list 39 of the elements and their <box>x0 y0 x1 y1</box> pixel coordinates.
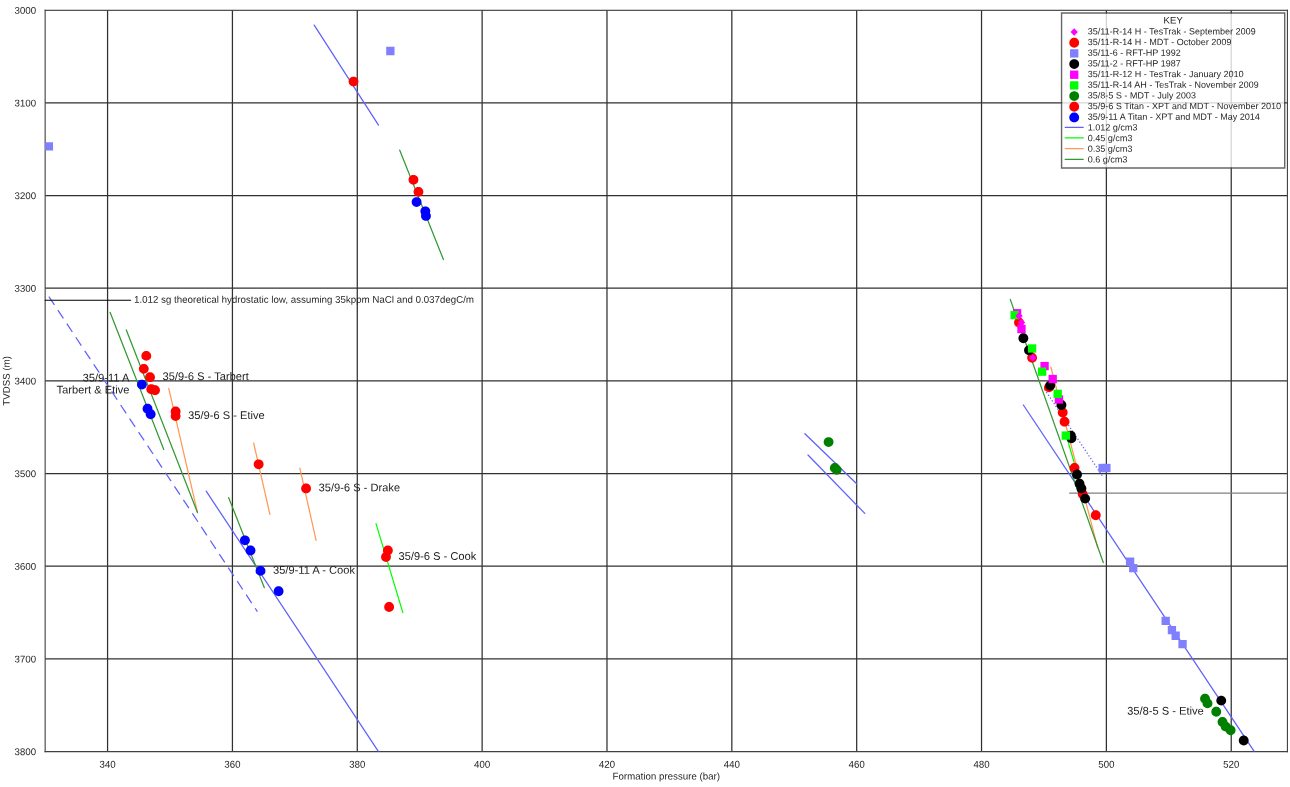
y-tick-label: 3800 <box>14 748 36 756</box>
legend-label: 35/8-5 S - MDT - July 2003 <box>1088 91 1196 101</box>
y-tick-label: 3400 <box>14 377 36 385</box>
legend-label: 35/9-6 S Titan - XPT and MDT - November 2010 <box>1088 102 1281 110</box>
legend-label: 35/9-11 A Titan - XPT and MDT - May 2014 <box>1088 113 1260 122</box>
y-tick-label: 3700 <box>14 655 36 663</box>
annotation: 35/9-6 S - Cook <box>398 551 477 560</box>
y-tick-label: 3200 <box>14 192 36 200</box>
x-tick-label: 460 <box>848 760 865 768</box>
x-tick-label: 500 <box>1098 760 1115 768</box>
x-tick-label: 380 <box>349 760 366 768</box>
legend-label: 0.35 g/cm3 <box>1088 145 1133 154</box>
legend-label: 0.45 g/cm3 <box>1088 134 1133 144</box>
annotation: 35/9-6 S - Etive <box>188 410 265 420</box>
annotation: 35/9-11 A - Cook <box>273 565 355 574</box>
y-tick-label: 3500 <box>14 470 36 478</box>
x-axis-title: Formation pressure (bar) <box>613 772 720 782</box>
y-axis-title: TVDSS (m) <box>2 356 12 406</box>
y-tick-label: 3000 <box>14 6 36 14</box>
x-tick-label: 520 <box>1223 760 1239 768</box>
annotation: 35/8-5 S - Etive <box>1127 706 1204 715</box>
x-tick-label: 440 <box>723 760 740 768</box>
legend-title: KEY <box>1164 16 1183 24</box>
legend-label: 35/11-R-14 AH - TesTrak - November 2009 <box>1088 81 1259 88</box>
x-tick-label: 340 <box>99 760 116 768</box>
legend-label: 35/11-6 - RFT-HP 1992 <box>1088 49 1181 56</box>
y-tick-label: 3300 <box>14 284 36 292</box>
legend-label: 35/11-R-12 H - TesTrak - January 2010 <box>1088 70 1244 79</box>
x-tick-label: 400 <box>474 760 490 768</box>
legend-label: 35/11-2 - RFT-HP 1987 <box>1088 59 1181 67</box>
legend-label: 35/11-R-14 H - TesTrak - September 2009 <box>1088 27 1256 37</box>
legend-label: 35/11-R-14 H - MDT - October 2009 <box>1088 38 1231 46</box>
x-tick-label: 360 <box>224 760 241 768</box>
y-tick-label: 3600 <box>14 562 36 570</box>
x-tick-label: 480 <box>973 760 990 768</box>
legend-label: 0.6 g/cm3 <box>1088 155 1127 165</box>
legend-label: 1.012 g/cm3 <box>1088 123 1138 133</box>
x-tick-label: 420 <box>599 760 615 768</box>
y-tick-label: 3100 <box>14 99 36 107</box>
